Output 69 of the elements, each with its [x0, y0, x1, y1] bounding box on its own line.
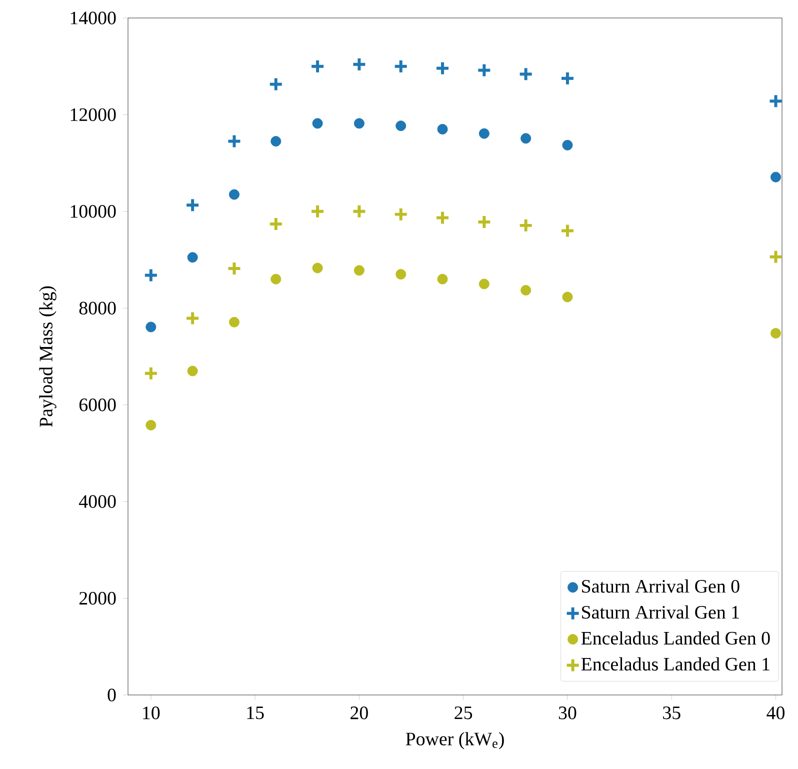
point: [396, 269, 406, 280]
point: [437, 124, 448, 134]
point: [143, 366, 158, 381]
point: [518, 218, 534, 233]
point: [560, 70, 575, 86]
point: [187, 366, 198, 376]
point: [768, 94, 784, 109]
x-tick-label: 25: [454, 706, 472, 720]
y-tick-label: 12000: [70, 108, 116, 122]
legend-label: Enceladus Landed Gen 0: [581, 631, 770, 645]
point: [146, 420, 156, 430]
y-tick-label: 2000: [79, 592, 116, 605]
point: [770, 172, 782, 182]
x-tick-label: 40: [766, 706, 784, 720]
point: [310, 58, 326, 74]
point: [143, 268, 158, 283]
y-tick-label: 10000: [70, 205, 116, 218]
point: [354, 118, 364, 129]
point: [520, 284, 532, 296]
point: [393, 206, 408, 222]
point: [478, 278, 490, 290]
point: [560, 223, 575, 238]
x-tick-label: 10: [143, 706, 160, 720]
point: [268, 216, 284, 232]
point: [352, 56, 367, 72]
x-tick-label: 15: [247, 706, 264, 720]
point: [185, 310, 200, 326]
y-axis-title: Payload Mass (kg): [39, 286, 56, 427]
point: [270, 136, 282, 147]
point: [146, 322, 156, 332]
y-tick-label: 4000: [79, 495, 116, 508]
x-axis-title: Power (kW$_{e}$): [406, 732, 504, 750]
point: [437, 274, 448, 284]
point: [435, 210, 450, 226]
point: [185, 198, 200, 213]
point: [268, 76, 284, 92]
point: [396, 120, 406, 132]
point: [270, 274, 282, 284]
point: [310, 204, 326, 219]
point: [562, 292, 573, 302]
point: [187, 252, 198, 263]
x-tick-label: 35: [663, 706, 680, 720]
point: [476, 62, 492, 78]
point: [226, 134, 242, 149]
point: [228, 316, 240, 328]
point: [476, 214, 492, 230]
point: [226, 260, 242, 276]
point: [562, 140, 573, 150]
point: [312, 262, 323, 274]
y-tick-label: 0: [108, 688, 116, 702]
y-tick-label: 6000: [79, 398, 116, 412]
point: [393, 58, 408, 74]
legend-label: Saturn Arrival Gen 1: [582, 605, 739, 619]
legend-label: Enceladus Landed Gen 1: [581, 657, 770, 671]
point: [518, 66, 534, 82]
y-tick-label: 14000: [70, 12, 116, 24]
x-tick-label: 30: [558, 706, 576, 720]
x-tick-label: 20: [350, 706, 368, 720]
legend-label: Saturn Arrival Gen 0: [582, 579, 740, 593]
point: [768, 249, 784, 264]
point: [354, 265, 364, 276]
point: [520, 133, 532, 144]
point: [435, 60, 450, 76]
point: [770, 328, 782, 339]
point: [312, 118, 323, 129]
y-tick-label: 8000: [79, 302, 116, 315]
point: [352, 204, 367, 219]
point: [478, 128, 490, 139]
point: [228, 189, 240, 200]
